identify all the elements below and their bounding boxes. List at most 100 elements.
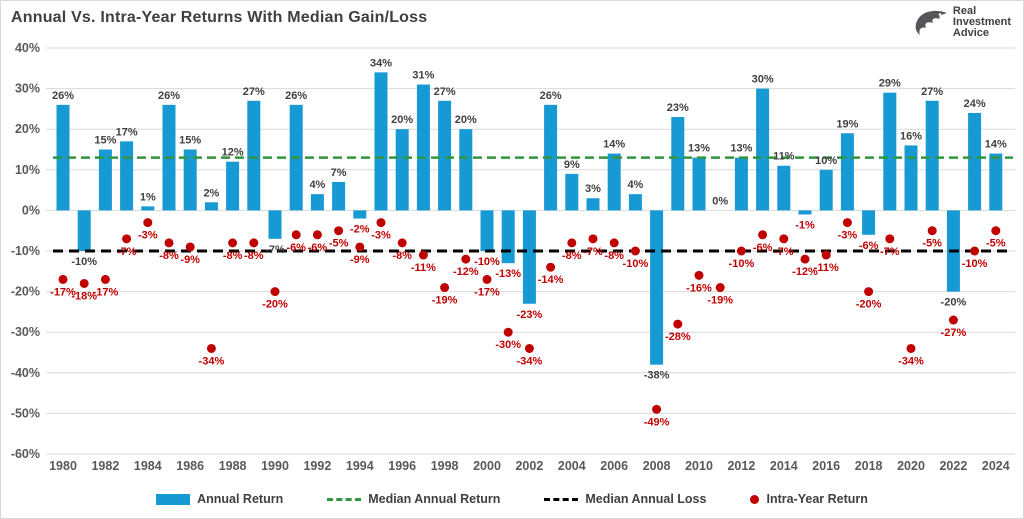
x-tick-1988: 1988 xyxy=(219,459,247,473)
intra-year-dot-2010 xyxy=(694,270,704,280)
legend-item-intra-year-return: Intra-Year Return xyxy=(750,492,868,506)
bar-label-2001: -13% xyxy=(495,268,521,280)
intra-year-label-1995: -3% xyxy=(371,230,391,242)
x-tick-2010: 2010 xyxy=(685,459,713,473)
bar-1981 xyxy=(77,210,91,251)
bar-label-2013: 30% xyxy=(752,74,774,86)
intra-year-dot-1988 xyxy=(228,238,238,248)
intra-year-dot-2000 xyxy=(482,274,492,284)
bar-label-1994: -2% xyxy=(350,224,370,236)
x-tick-2016: 2016 xyxy=(812,459,840,473)
intra-year-dot-1980 xyxy=(58,274,68,284)
intra-year-dot-2015 xyxy=(800,254,810,264)
intra-year-label-1994: -9% xyxy=(350,254,370,266)
legend-label-median-annual-loss: Median Annual Loss xyxy=(585,492,707,506)
bar-label-2010: 13% xyxy=(688,143,710,155)
bar-1992 xyxy=(310,194,324,211)
bar-label-1981: -10% xyxy=(71,256,97,268)
legend-item-median-annual-loss: Median Annual Loss xyxy=(544,492,706,506)
legend-label-intra-year-return: Intra-Year Return xyxy=(766,492,868,506)
intra-year-dot-2019 xyxy=(885,234,895,244)
x-tick-2002: 2002 xyxy=(515,459,543,473)
intra-year-dot-2007 xyxy=(630,246,640,256)
intra-year-dot-2024 xyxy=(991,226,1001,236)
intra-year-label-2008: -49% xyxy=(644,416,670,428)
bar-2008 xyxy=(650,210,664,365)
bar-1993 xyxy=(332,181,346,211)
bar-label-1990: -7% xyxy=(265,244,285,256)
intra-year-return-swatch xyxy=(750,494,760,504)
intra-year-dot-1986 xyxy=(185,242,195,252)
bar-label-2014: 11% xyxy=(773,151,795,163)
bar-2024 xyxy=(989,153,1003,211)
bar-2020 xyxy=(904,145,918,211)
intra-year-dot-2001 xyxy=(503,327,513,337)
y-tick-20: 20% xyxy=(15,122,40,136)
intra-year-dot-1982 xyxy=(100,274,110,284)
bar-label-2004: 9% xyxy=(564,159,580,171)
bar-label-2003: 26% xyxy=(540,90,562,102)
x-tick-2006: 2006 xyxy=(600,459,628,473)
intra-year-dot-2011 xyxy=(715,283,725,293)
bar-label-1992: 4% xyxy=(309,179,325,191)
y-tick-10: 10% xyxy=(15,163,40,177)
intra-year-dot-1996 xyxy=(397,238,407,248)
intra-year-label-1998: -19% xyxy=(432,295,458,307)
bar-label-2011: 0% xyxy=(712,195,728,207)
bar-2004 xyxy=(565,173,579,211)
intra-year-dot-1987 xyxy=(206,343,216,353)
bar-2013 xyxy=(756,88,770,211)
intra-year-dot-2017 xyxy=(842,218,852,228)
x-tick-2018: 2018 xyxy=(855,459,883,473)
bar-label-2006: 14% xyxy=(603,139,625,151)
intra-year-dot-2021 xyxy=(927,226,937,236)
bar-2001 xyxy=(501,210,515,264)
bar-1989 xyxy=(247,100,261,211)
intra-year-label-1983: -7% xyxy=(117,246,137,258)
intra-year-label-2017: -3% xyxy=(838,230,858,242)
intra-year-label-1980: -17% xyxy=(50,286,76,298)
bar-label-2005: 3% xyxy=(585,183,601,195)
bar-label-1988: 12% xyxy=(222,147,244,159)
bar-label-2022: -20% xyxy=(941,297,967,309)
intra-year-label-2022: -27% xyxy=(941,327,967,339)
intra-year-label-1991: -6% xyxy=(286,242,306,254)
y-tick--60: -60% xyxy=(11,447,40,461)
x-tick-1994: 1994 xyxy=(346,459,374,473)
intra-year-label-1999: -12% xyxy=(453,266,479,278)
intra-year-dot-1993 xyxy=(334,226,344,236)
x-tick-2024: 2024 xyxy=(982,459,1010,473)
bar-label-1989: 27% xyxy=(243,86,265,98)
bar-label-2019: 29% xyxy=(879,78,901,90)
intra-year-dot-1981 xyxy=(79,278,89,288)
intra-year-dot-1989 xyxy=(249,238,259,248)
x-tick-2004: 2004 xyxy=(558,459,586,473)
intra-year-dot-2005 xyxy=(588,234,598,244)
intra-year-dot-2014 xyxy=(779,234,789,244)
x-tick-1986: 1986 xyxy=(176,459,204,473)
intra-year-label-1997: -11% xyxy=(411,262,436,274)
median-annual-loss-swatch xyxy=(544,497,579,501)
intra-year-label-1986: -9% xyxy=(180,254,200,266)
bar-1984 xyxy=(141,206,155,211)
bar-2021 xyxy=(925,100,939,211)
bar-2018 xyxy=(862,210,876,235)
intra-year-dot-1992 xyxy=(312,230,322,240)
intra-year-dot-1990 xyxy=(270,287,280,297)
bar-2006 xyxy=(607,153,621,211)
intra-year-dot-1998 xyxy=(440,283,450,293)
x-tick-2008: 2008 xyxy=(643,459,671,473)
bar-2017 xyxy=(840,133,854,211)
intra-year-dot-2020 xyxy=(906,343,916,353)
intra-year-label-1981: -18% xyxy=(71,290,97,302)
legend-label-median-annual-return: Median Annual Return xyxy=(368,492,501,506)
bar-label-2002: -23% xyxy=(517,309,543,321)
bar-label-2021: 27% xyxy=(921,86,943,98)
bar-label-2009: 23% xyxy=(667,102,689,114)
bar-1994 xyxy=(353,210,367,219)
bar-label-1986: 15% xyxy=(179,135,201,147)
intra-year-dot-2023 xyxy=(970,246,980,256)
bar-2007 xyxy=(628,194,642,211)
intra-year-dot-1985 xyxy=(164,238,174,248)
